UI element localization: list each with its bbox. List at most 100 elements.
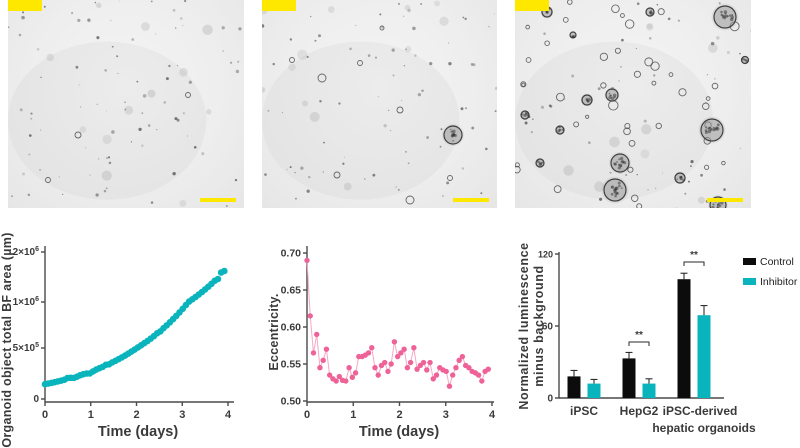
data-point [466, 365, 472, 371]
speck [656, 3, 659, 6]
speck [89, 174, 91, 176]
tick-label: 2×106 [13, 246, 40, 258]
speck [739, 147, 742, 150]
cell-ring [636, 203, 643, 208]
speck [136, 80, 139, 83]
scale-bar [200, 198, 236, 202]
organoid-texture-dot [619, 156, 624, 161]
tick-label: 3 [179, 409, 185, 421]
speck [97, 158, 100, 160]
speck [470, 62, 474, 66]
speck [186, 135, 189, 137]
organoid-texture-dot [610, 192, 614, 196]
speck [403, 64, 406, 67]
blur-blob [434, 0, 440, 7]
organoid-texture-dot [720, 10, 723, 14]
organoid-texture-dot [619, 165, 623, 168]
blur-blob [179, 67, 188, 77]
data-point [453, 365, 459, 371]
data-point [424, 367, 430, 373]
blur-blob [609, 136, 620, 148]
category-label: hepatic organoids [652, 421, 756, 435]
speck [30, 117, 33, 120]
organoid-texture-dot [712, 128, 715, 132]
organoid-texture-dot [523, 113, 527, 117]
data-point [446, 383, 453, 389]
speck [21, 15, 25, 20]
speck [343, 156, 346, 158]
data-point [485, 366, 491, 372]
blur-blob [646, 23, 653, 30]
panel-corner-label-redacted [262, 0, 296, 11]
speck [172, 8, 176, 12]
data-point [349, 374, 356, 381]
y-axis-title: Organoid object total BF area (µm) [0, 232, 14, 447]
y-axis-title: Eccentricity. [267, 293, 281, 370]
speck [19, 108, 23, 112]
cell-ring [704, 164, 710, 170]
speck [488, 25, 490, 28]
x-axis-title: Time (days) [359, 424, 439, 440]
organoid-texture-dot [676, 178, 678, 180]
x-axis: 0 1 2 3 4 [42, 401, 234, 421]
organoid-texture-dot [541, 161, 544, 164]
speck [165, 77, 169, 81]
speck [395, 186, 397, 188]
micrograph-canvas-2 [262, 0, 497, 205]
blur-blob [640, 149, 650, 159]
blur-blob [641, 124, 652, 135]
speck [417, 93, 422, 97]
speck [172, 171, 176, 176]
blur-blob [102, 134, 112, 145]
speck [155, 33, 157, 35]
organoid-texture-dot [650, 11, 654, 15]
speck [494, 86, 497, 90]
speck [372, 173, 376, 177]
speck [141, 144, 144, 147]
organoid-texture-dot [561, 128, 564, 131]
blur-blob [96, 2, 102, 9]
speck [264, 173, 267, 176]
data-point [314, 331, 320, 338]
speck [235, 69, 240, 74]
speck [389, 129, 392, 132]
blur-blob [288, 63, 296, 72]
speck [690, 165, 692, 168]
blur-blob [343, 182, 352, 191]
organoid-texture-dot [711, 206, 715, 208]
organoid-texture-dot [608, 92, 611, 95]
organoid-texture-dot [712, 203, 715, 206]
speck [110, 19, 112, 22]
speck [138, 127, 142, 132]
speck [108, 161, 112, 165]
speck [571, 74, 575, 78]
speck [96, 36, 100, 40]
speck [36, 47, 40, 51]
speck [446, 181, 450, 185]
data-point [404, 365, 411, 371]
speck [150, 0, 153, 3]
organoid-texture-dot [546, 11, 549, 14]
blur-blob [101, 170, 112, 181]
organoid [711, 3, 739, 31]
speck [163, 101, 167, 104]
cell-ring [573, 121, 580, 128]
blur-blob [147, 89, 156, 98]
blur-blob [327, 5, 335, 13]
organoid [609, 152, 631, 174]
organoid [740, 55, 750, 65]
data-point [310, 350, 317, 356]
micrograph-panel-3 [515, 0, 751, 208]
speck [460, 107, 464, 111]
speck [447, 42, 450, 44]
speck [549, 105, 553, 108]
speck [532, 118, 534, 121]
speck [684, 192, 687, 195]
cell-ring [45, 177, 51, 183]
speck [620, 38, 624, 42]
data-point [456, 357, 462, 363]
speck [739, 52, 741, 55]
speck [62, 193, 64, 195]
bar [622, 358, 636, 398]
